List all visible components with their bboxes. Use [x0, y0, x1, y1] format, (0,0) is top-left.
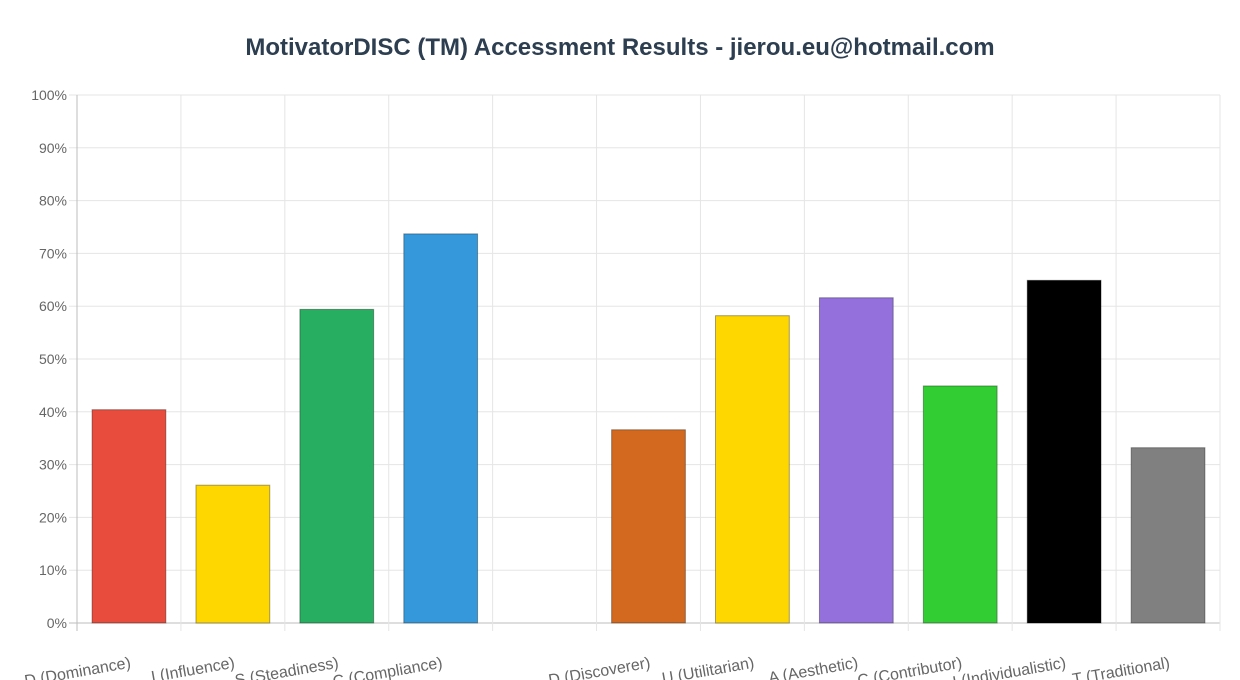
y-tick-label: 40% — [39, 404, 67, 420]
bar — [922, 385, 998, 624]
y-tick-label: 50% — [39, 351, 67, 367]
axes: 0% 10% 20% 30% 40% 50% 60% 70% 80% 90% 100% D (Domi… — [23, 87, 1171, 680]
bar — [715, 315, 790, 624]
x-tick-label: I (Individualistic) — [951, 655, 1067, 680]
x-tick-label: S (Steadiness) — [234, 655, 340, 680]
y-tick-label: 90% — [39, 140, 67, 156]
bars — [91, 233, 1206, 624]
x-tick-label: I (Influence) — [150, 655, 236, 680]
x-tick-label: T (Traditional) — [1071, 655, 1171, 680]
x-tick-label: A (Aesthetic) — [767, 655, 859, 680]
y-tick-label: 80% — [39, 193, 67, 209]
bar — [91, 409, 167, 624]
x-tick-label: C (Compliance) — [331, 655, 443, 680]
bar — [611, 429, 686, 624]
x-tick-label: D (Dominance) — [23, 655, 132, 680]
bar — [818, 297, 894, 624]
chart-title: MotivatorDISC (TM) Accessment Results - … — [245, 34, 995, 61]
y-tick-label: 60% — [39, 298, 67, 314]
y-tick-label: 0% — [47, 615, 67, 631]
bar — [1130, 447, 1206, 624]
y-tick-label: 20% — [39, 509, 67, 525]
bar — [299, 308, 375, 624]
y-tick-label: 30% — [39, 457, 67, 473]
x-tick-label: C (Contributor) — [856, 655, 963, 680]
y-tick-label: 10% — [39, 562, 67, 578]
bar — [1026, 279, 1102, 624]
x-tick-label: D (Discoverer) — [547, 655, 652, 680]
x-tick-label: U (Utilitarian) — [661, 655, 756, 680]
bar — [195, 484, 271, 624]
y-tick-label: 100% — [31, 87, 67, 103]
bar — [403, 233, 479, 624]
y-tick-label: 70% — [39, 245, 67, 261]
